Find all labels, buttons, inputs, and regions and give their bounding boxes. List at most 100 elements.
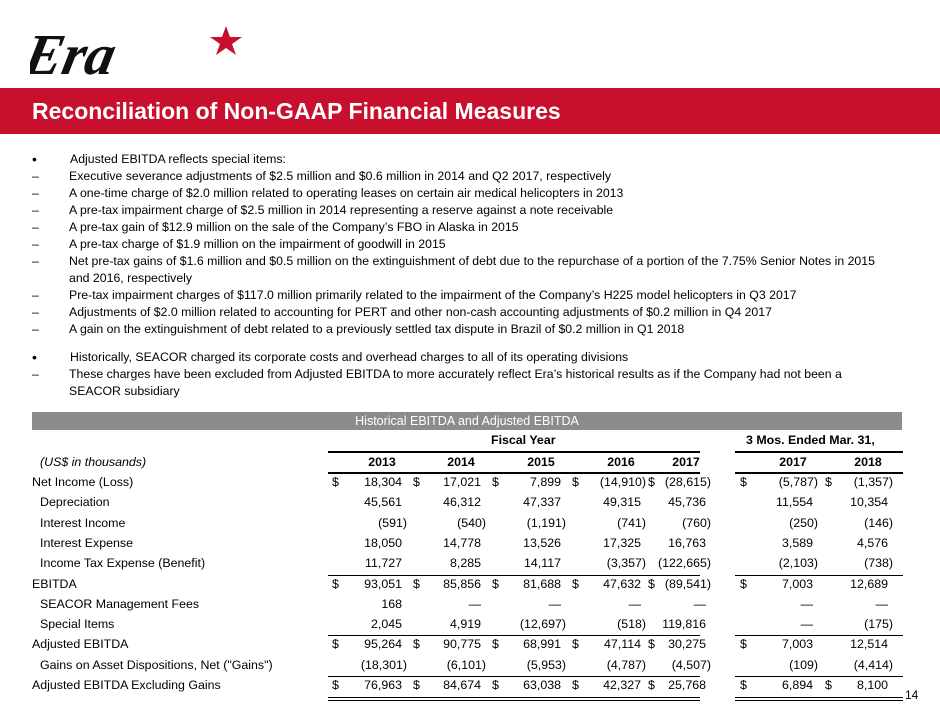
table-cell: (5,787)	[778, 475, 818, 489]
table-cell: (89,541)	[664, 576, 711, 591]
dollar-sign: $	[332, 637, 339, 652]
title-band	[0, 88, 940, 134]
table-cell: 49,315	[603, 495, 641, 510]
table-cell: 93,051	[364, 576, 402, 591]
dollar-sign: $	[572, 475, 579, 489]
dash-icon: –	[32, 254, 39, 268]
dollar-sign: $	[492, 678, 499, 692]
row-label: Special Items	[40, 617, 115, 632]
table-cell: 90,775	[443, 637, 481, 652]
total-double-rule	[328, 697, 700, 699]
table-cell: 68,991	[523, 637, 561, 652]
table-cell: (591)	[378, 515, 407, 530]
table-cell: 47,632	[603, 576, 641, 591]
subtotal-rule	[328, 676, 700, 677]
table-cell: 12,514	[850, 637, 888, 652]
table-cell: (2,103)	[778, 556, 818, 571]
sub-bullet: – A gain on the extinguishment of debt re…	[32, 321, 892, 338]
table-cell: 18,050	[364, 535, 402, 550]
dollar-sign: $	[648, 637, 655, 652]
dollar-sign: $	[572, 678, 579, 692]
column-header: 2017	[779, 455, 807, 469]
table-cell: 45,561	[364, 495, 402, 510]
dollar-sign: $	[648, 576, 655, 591]
fiscal-year-header: Fiscal Year	[491, 433, 556, 447]
table-cell: 4,576	[856, 535, 888, 550]
table-cell: 85,856	[443, 576, 481, 591]
table-cell: 45,736	[668, 495, 706, 510]
row-label: Interest Expense	[40, 535, 133, 550]
table-cell: 14,778	[443, 535, 481, 550]
table-cell: 2,045	[370, 617, 402, 632]
table-cell: 42,327	[603, 678, 641, 692]
sub-bullet-text: A one-time charge of $2.0 million relate…	[69, 186, 624, 200]
table-cell: 3,589	[781, 535, 813, 550]
table-cell: (109)	[789, 657, 818, 672]
column-header: 2015	[527, 455, 555, 469]
dash-icon: –	[32, 367, 39, 381]
table-cell: (146)	[864, 515, 893, 530]
subtotal-rule	[735, 574, 903, 576]
sub-bullet: – Adjustments of $2.0 million related to …	[32, 304, 892, 321]
table-cell: (4,787)	[606, 657, 646, 672]
table-cell: 14,117	[524, 556, 561, 571]
sub-bullet: – These charges have been excluded from A…	[32, 366, 892, 400]
column-header: 2017	[672, 455, 700, 469]
row-label: Adjusted EBITDA Excluding Gains	[32, 678, 221, 692]
column-header: 2014	[447, 455, 475, 469]
table-cell: 4,919	[449, 617, 481, 632]
dash-icon: –	[32, 322, 39, 336]
table-cell: (4,507)	[671, 657, 711, 672]
row-label: Net Income (Loss)	[32, 475, 134, 489]
table-cell: —	[875, 596, 888, 611]
subtotal-rule	[735, 635, 903, 637]
table-cell: 7,899	[529, 475, 561, 489]
table-cell: 18,304	[364, 475, 402, 489]
table-cell: —	[628, 596, 641, 611]
row-label: Depreciation	[40, 495, 110, 510]
sub-bullet: – Pre-tax impairment charges of $117.0 mi…	[32, 287, 892, 304]
sub-bullet: – A pre-tax gain of $12.9 million on the …	[32, 219, 892, 236]
dollar-sign: $	[825, 475, 832, 489]
table-cell: 8,285	[449, 556, 481, 571]
subtotal-rule	[735, 676, 903, 677]
table-cell: (5,953)	[526, 657, 566, 672]
table-caption: Historical EBITDA and Adjusted EBITDA	[32, 412, 902, 430]
table-cell: 12,689	[850, 576, 888, 591]
dash-icon: –	[32, 288, 39, 302]
bullet-icon: •	[32, 349, 37, 365]
bullet-text: Historically, SEACOR charged its corpora…	[70, 350, 629, 364]
quarter-header: 3 Mos. Ended Mar. 31,	[746, 433, 875, 447]
dollar-sign: $	[572, 637, 579, 652]
table-cell: 76,963	[364, 678, 402, 692]
table-cell: 17,021	[443, 475, 481, 489]
sub-bullet-text: Executive severance adjustments of $2.5 …	[69, 169, 612, 183]
units-label: (US$ in thousands)	[40, 455, 147, 469]
header-rule	[328, 451, 700, 453]
table-cell: 168	[381, 596, 402, 611]
table-cell: 7,003	[781, 576, 813, 591]
header-rule	[328, 472, 700, 474]
table-cell: 81,688	[523, 576, 561, 591]
era-logo: Era	[30, 23, 242, 84]
total-double-rule	[328, 700, 700, 702]
table-cell: 95,264	[364, 637, 402, 652]
table-cell: (518)	[617, 617, 646, 632]
column-header: 2016	[607, 455, 635, 469]
table-cell: (738)	[864, 556, 893, 571]
dollar-sign: $	[648, 475, 655, 489]
table-cell: (1,357)	[853, 475, 893, 489]
bullet-text: Adjusted EBITDA reflects special items:	[70, 152, 286, 166]
row-label: Gains on Asset Dispositions, Net ("Gains…	[40, 657, 273, 672]
dollar-sign: $	[740, 637, 747, 652]
sub-bullet: – Net pre-tax gains of $1.6 million and $…	[32, 253, 892, 287]
dash-icon: –	[32, 203, 39, 217]
subtotal-rule	[328, 574, 700, 576]
dash-icon: –	[32, 237, 39, 251]
dollar-sign: $	[492, 576, 499, 591]
table-cell: (540)	[457, 515, 486, 530]
table-cell: 30,275	[668, 637, 706, 652]
table-cell: (28,615)	[664, 475, 711, 489]
table-cell: —	[800, 617, 813, 632]
svg-text:Era: Era	[30, 23, 122, 84]
